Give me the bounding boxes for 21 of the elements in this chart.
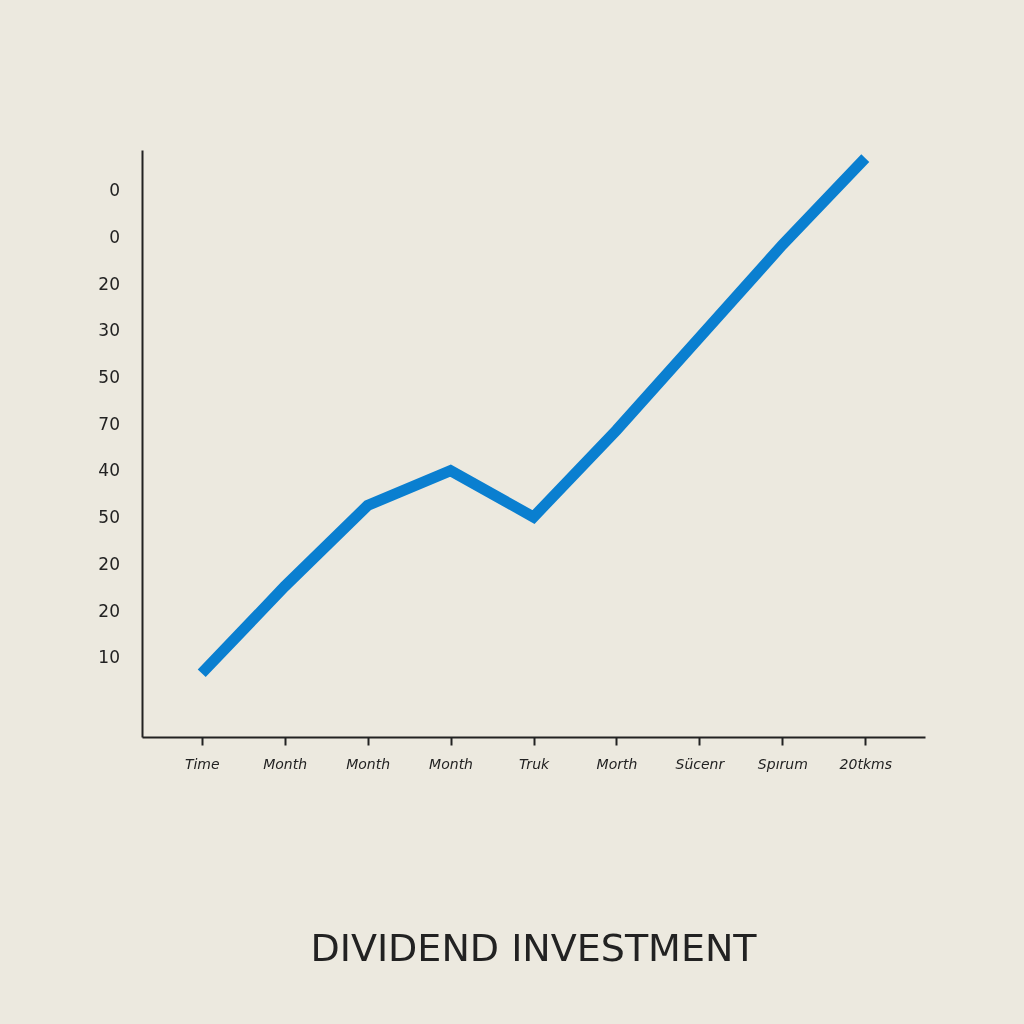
text: 20	[98, 553, 120, 574]
x-tick-label: Month	[429, 755, 473, 772]
x-tick-label: Truk	[518, 755, 550, 772]
x-tick-label: Sücenr	[675, 755, 726, 772]
x-tick-label: Month	[263, 755, 308, 772]
x-tick-label: Morth	[596, 755, 638, 772]
text: 50	[98, 366, 120, 387]
text: 30	[98, 320, 120, 341]
x-tick-label: 20tkms	[839, 755, 892, 772]
text: 10	[98, 647, 120, 668]
text: 0	[109, 180, 120, 201]
x-tick-label: Month	[346, 755, 391, 772]
text: 70	[98, 413, 120, 434]
text: 20	[98, 600, 120, 621]
text: 50	[98, 507, 120, 528]
x-tick-label: Spırum	[757, 755, 808, 772]
text: 20	[98, 273, 120, 294]
text: 0	[109, 226, 120, 247]
text: 40	[98, 460, 120, 481]
x-tick-label: Time	[184, 755, 220, 772]
text: DIVIDEND INVESTMENT	[310, 926, 758, 970]
